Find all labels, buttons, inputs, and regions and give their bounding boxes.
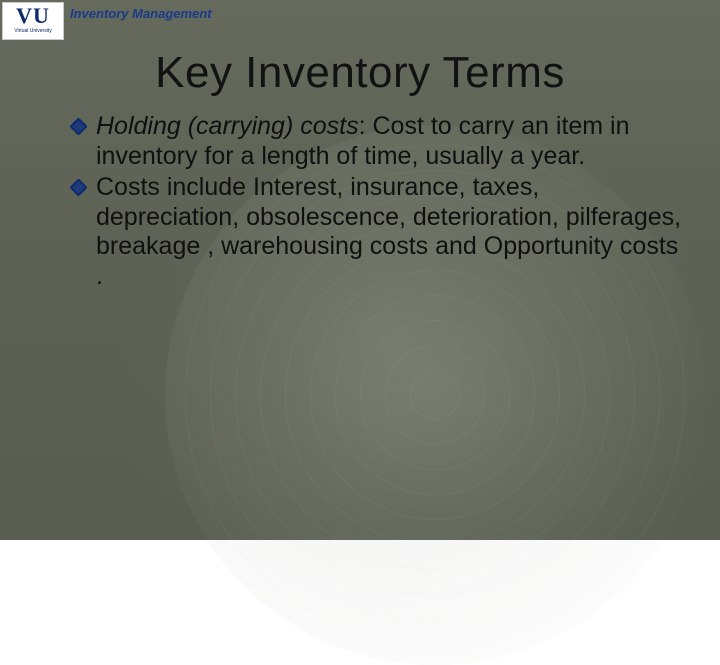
bullet-item: Holding (carrying) costs: Cost to carry …: [72, 112, 688, 171]
logo-sub-text: Virtual University: [14, 29, 51, 34]
bullet-marker-icon: [69, 117, 87, 135]
slide-body: Holding (carrying) costs: Cost to carry …: [72, 112, 688, 293]
slide-title: Key Inventory Terms: [0, 48, 720, 98]
bullet-marker-icon: [69, 178, 87, 196]
slide-header: VU Virtual University Inventory Manageme…: [0, 0, 216, 40]
vu-logo: VU Virtual University: [2, 2, 64, 40]
bullet-item: Costs include Interest, insurance, taxes…: [72, 173, 688, 291]
header-label: Inventory Management: [70, 6, 212, 21]
logo-main-text: VU: [16, 5, 50, 27]
bullet-list: Holding (carrying) costs: Cost to carry …: [72, 112, 688, 291]
slide-container: VU Virtual University Inventory Manageme…: [0, 0, 720, 540]
bullet-text-run: Costs include Interest, insurance, taxes…: [96, 173, 681, 290]
bullet-text-run: Holding (carrying) costs: [96, 112, 359, 140]
